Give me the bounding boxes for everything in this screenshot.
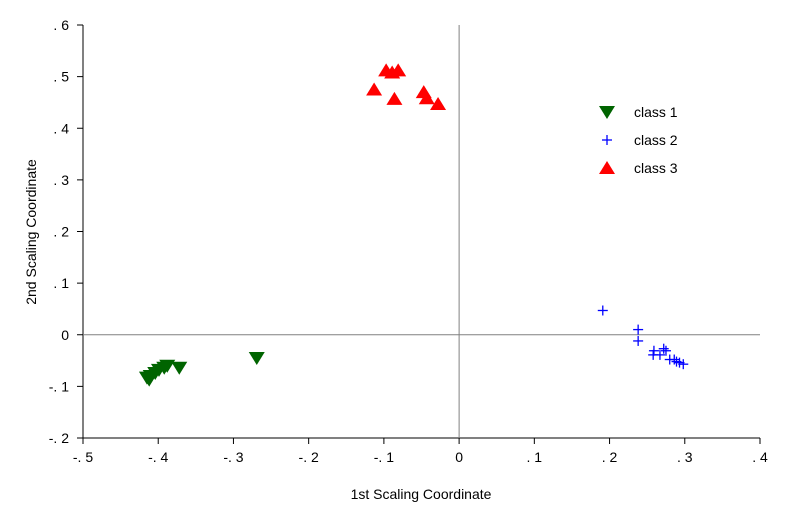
point-class-2: [597, 305, 608, 316]
x-axis-label: 1st Scaling Coordinate: [351, 486, 492, 502]
y-tick-label: 0: [61, 327, 69, 343]
point-class-3: [430, 96, 447, 110]
point-class-2: [654, 349, 665, 360]
y-tick-label: . 4: [53, 120, 69, 136]
y-tick-label: -. 1: [49, 378, 69, 394]
x-tick-label: -. 4: [148, 449, 168, 465]
x-tick-label: . 3: [677, 449, 693, 465]
y-tick-label: . 3: [53, 172, 69, 188]
legend-marker-class-2: [602, 135, 612, 145]
x-tick-label: -. 1: [374, 449, 394, 465]
point-class-1: [171, 361, 188, 375]
y-tick-label: . 1: [53, 275, 69, 291]
point-class-3: [390, 63, 407, 77]
point-class-1: [141, 373, 158, 387]
point-class-2: [660, 345, 671, 356]
legend-marker-class-1: [599, 106, 615, 119]
x-tick-label: -. 3: [223, 449, 243, 465]
legend-label: class 2: [634, 132, 678, 148]
x-tick-label: 0: [455, 449, 463, 465]
data-points: [138, 63, 689, 387]
y-tick-label: . 5: [53, 69, 69, 85]
point-class-2: [633, 324, 644, 335]
x-tick-label: -. 5: [73, 449, 93, 465]
point-class-1: [248, 351, 265, 365]
legend-marker-class-3: [599, 161, 615, 174]
axes: -. 5 -. 4 -. 3 -. 2 -. 1 0 . 1 . 2 . 3 . 4 -. 2 -. …: [49, 17, 768, 465]
point-class-3: [366, 82, 383, 96]
x-tick-label: . 4: [752, 449, 768, 465]
x-tick-label: . 2: [602, 449, 618, 465]
point-class-2: [658, 343, 669, 354]
y-tick-label: . 6: [53, 17, 69, 33]
point-class-2: [648, 345, 659, 356]
y-tick-label: . 2: [53, 224, 69, 240]
y-tick-label: -. 2: [49, 430, 69, 446]
point-class-2: [669, 354, 680, 365]
point-class-2: [633, 335, 644, 346]
point-class-2: [678, 359, 689, 370]
point-class-3: [418, 91, 435, 105]
x-tick-label: -. 2: [299, 449, 319, 465]
legend: class 1 class 2 class 3: [599, 104, 678, 176]
x-tick-label: . 1: [527, 449, 543, 465]
y-axis-label: 2nd Scaling Coordinate: [23, 159, 39, 305]
point-class-3: [386, 91, 403, 105]
legend-label: class 1: [634, 104, 678, 120]
legend-label: class 3: [634, 160, 678, 176]
